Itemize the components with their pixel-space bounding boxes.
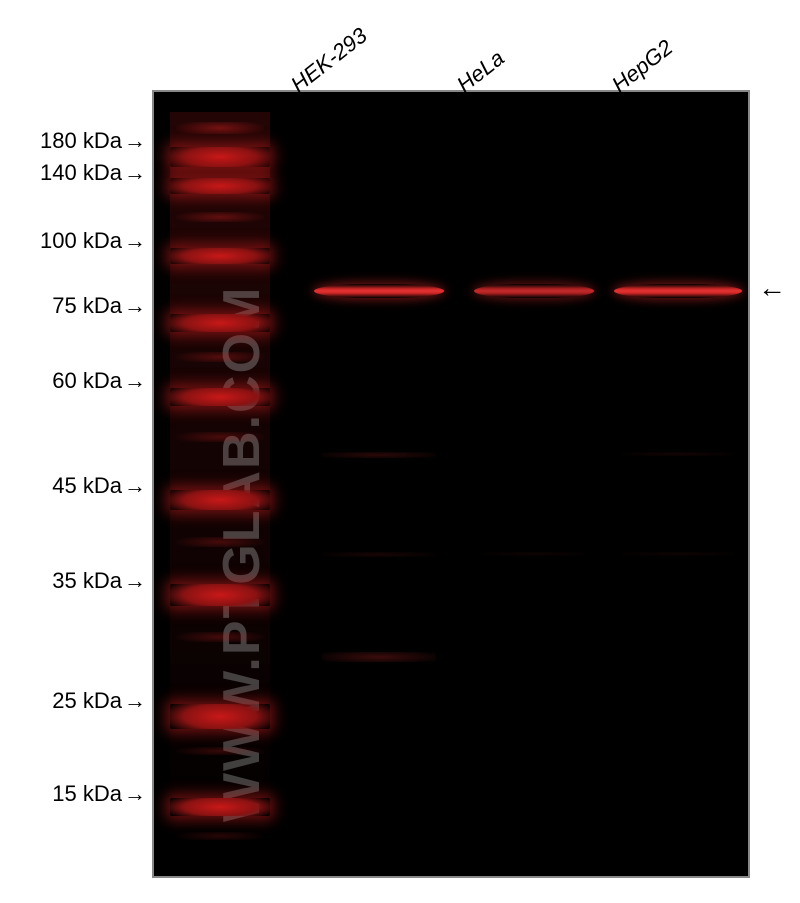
marker-arrow-icon: → [124,781,146,807]
ladder-band [170,314,270,332]
ladder-band [170,178,270,194]
sample-faint-band [482,552,586,556]
sample-faint-band [322,552,436,557]
marker-weight: 180 kDa [40,128,122,153]
ladder-band-faint [176,352,264,362]
ladder-band [170,147,270,167]
marker-arrow-icon: → [124,160,146,186]
sample-main-band [614,284,742,298]
marker-weight: 25 kDa [52,688,122,713]
target-band-arrow: ← [758,272,786,304]
sample-faint-band [622,452,734,456]
marker-arrow-icon: → [124,128,146,154]
marker-weight: 35 kDa [52,568,122,593]
ladder-band [170,248,270,264]
sample-main-band [314,284,444,298]
ladder-band-faint [176,632,264,642]
ladder-band-faint [176,747,264,755]
ladder-band-faint [176,122,264,134]
ladder-band [170,704,270,729]
sample-faint-band [322,652,436,662]
ladder-band-faint [176,537,264,547]
sample-faint-band [322,452,436,458]
sample-main-band [474,284,594,298]
sample-faint-band [622,552,734,556]
ladder-band [170,584,270,606]
marker-arrow-icon: → [124,688,146,714]
ladder-band-faint [176,432,264,442]
marker-label: 60 kDa→ [26,368,146,394]
ladder-band [170,798,270,816]
marker-weight: 60 kDa [52,368,122,393]
marker-label: 100 kDa→ [26,228,146,254]
ladder-band [170,388,270,406]
marker-label: 15 kDa→ [26,781,146,807]
ladder-band-faint [176,212,264,222]
marker-arrow-icon: → [124,568,146,594]
marker-label: 45 kDa→ [26,473,146,499]
marker-arrow-icon: → [124,473,146,499]
marker-weight: 100 kDa [40,228,122,253]
marker-label: 140 kDa→ [26,160,146,186]
marker-label: 25 kDa→ [26,688,146,714]
ladder-band [170,490,270,510]
marker-weight: 140 kDa [40,160,122,185]
marker-label: 180 kDa→ [26,128,146,154]
lane-label: HepG2 [607,35,678,98]
marker-arrow-icon: → [124,293,146,319]
ladder-band-faint [176,832,264,840]
marker-weight: 75 kDa [52,293,122,318]
marker-arrow-icon: → [124,368,146,394]
marker-arrow-icon: → [124,228,146,254]
lane-label: HEK-293 [286,23,372,98]
marker-weight: 15 kDa [52,781,122,806]
marker-label: 35 kDa→ [26,568,146,594]
blot-image: WWW.PTGLAB.COM [152,90,750,878]
marker-label: 75 kDa→ [26,293,146,319]
marker-weight: 45 kDa [52,473,122,498]
